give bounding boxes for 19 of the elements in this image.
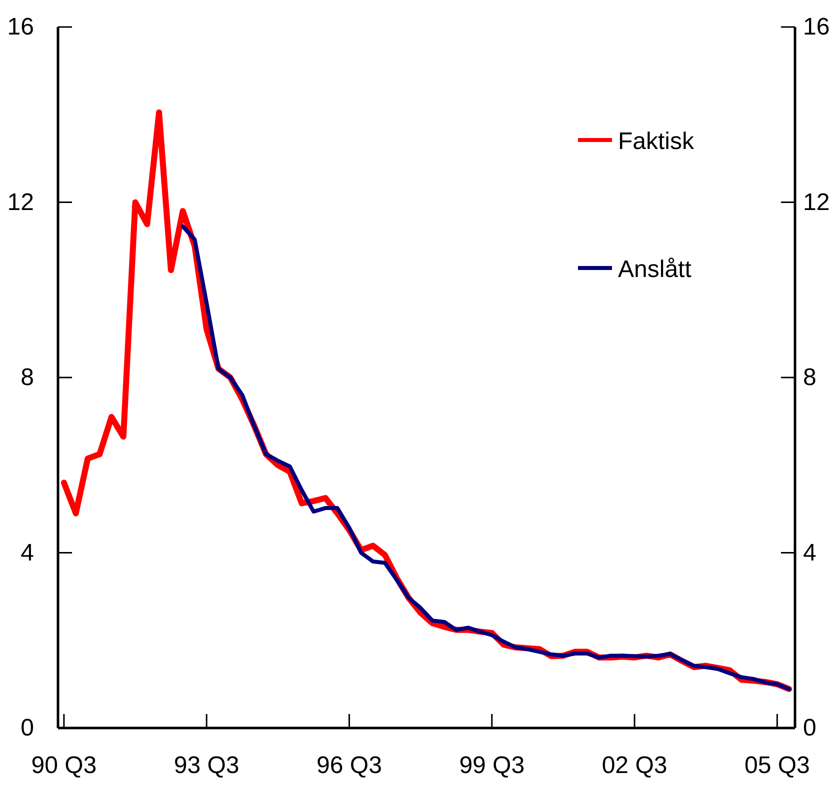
x-tick-label: 05 Q3 xyxy=(744,752,810,780)
x-tick-label: 99 Q3 xyxy=(459,752,525,780)
y2-tick-label: 0 xyxy=(803,714,816,742)
y-tick-label: 12 xyxy=(7,188,34,216)
x-tick-label: 96 Q3 xyxy=(316,752,382,780)
y-tick-label: 16 xyxy=(7,14,34,41)
y-tick-label: 0 xyxy=(20,714,34,742)
y-tick-label: 4 xyxy=(20,539,34,566)
x-tick-label: 90 Q3 xyxy=(31,752,97,780)
legend-label: Faktisk xyxy=(618,128,696,155)
y2-tick-label: 8 xyxy=(803,364,816,392)
y2-tick-label: 16 xyxy=(803,14,830,41)
y2-tick-label: 12 xyxy=(803,188,830,216)
y2-tick-label: 4 xyxy=(803,539,816,566)
line-series xyxy=(180,224,792,692)
y-tick-label: 8 xyxy=(20,364,34,392)
legend-label: Anslått xyxy=(618,256,692,283)
x-tick-label: 93 Q3 xyxy=(174,752,240,780)
x-tick-label: 02 Q3 xyxy=(602,752,668,780)
